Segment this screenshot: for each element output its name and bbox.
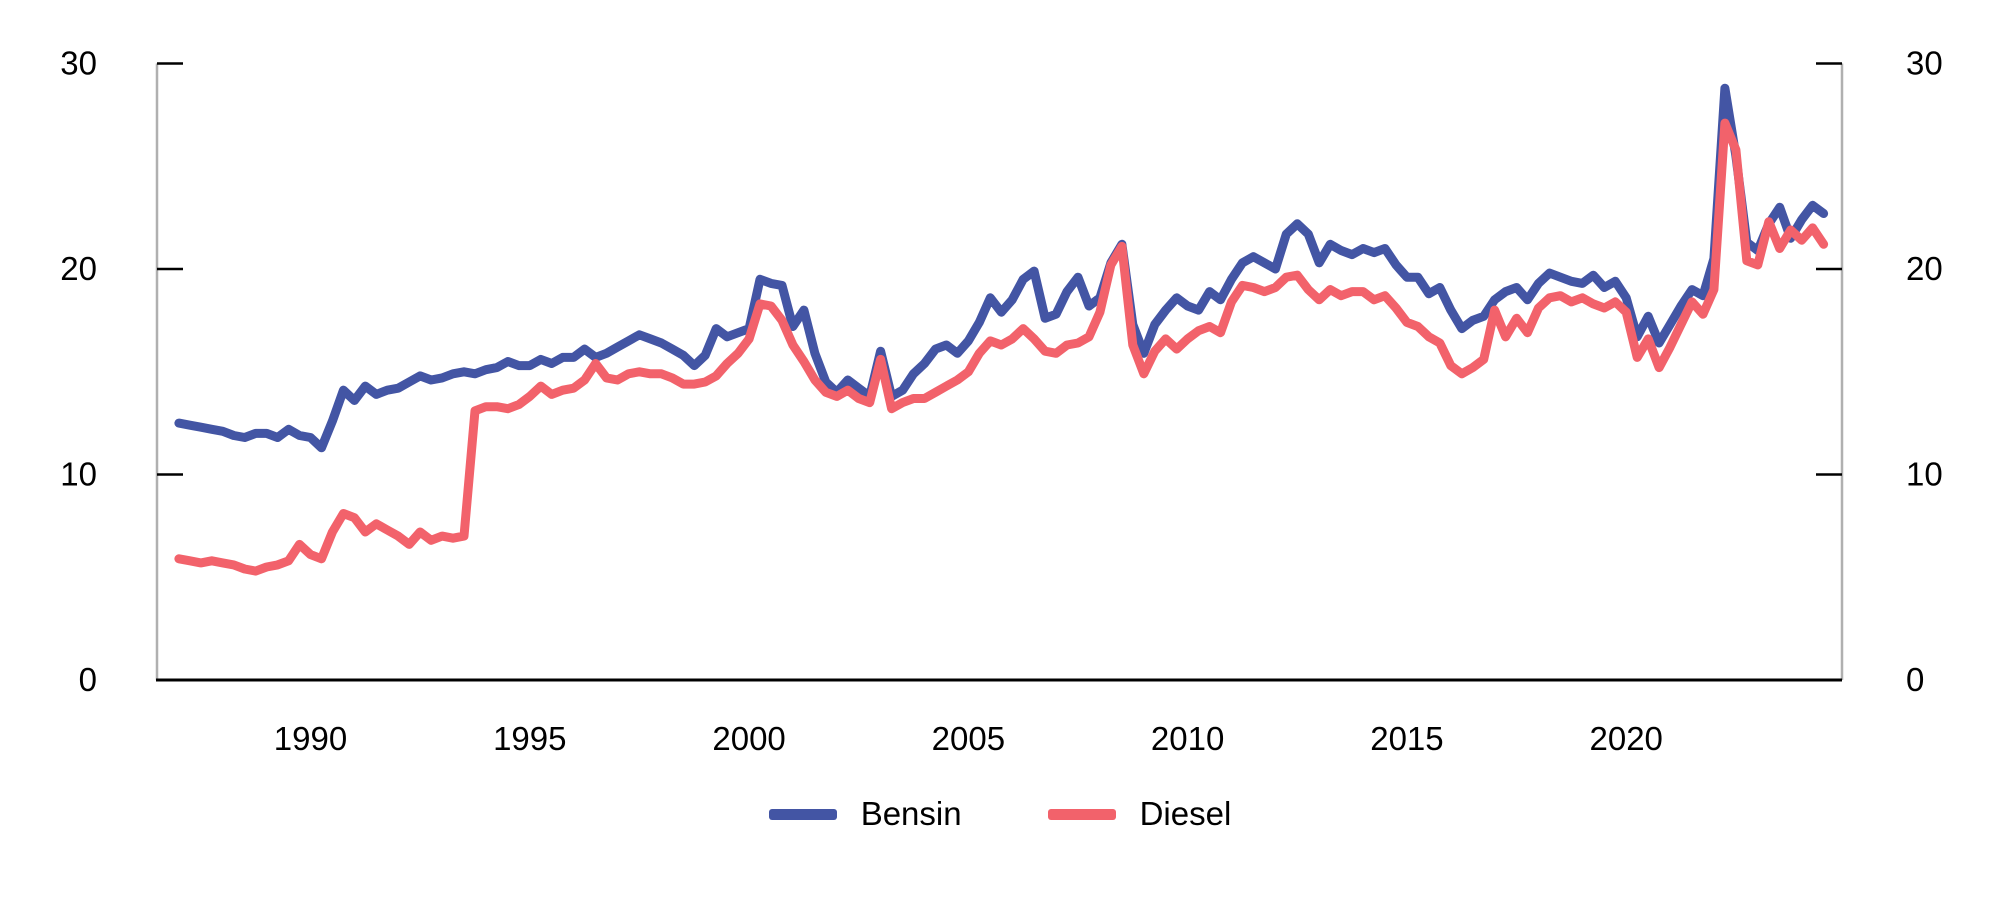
y-tick-label-right-30: 30 bbox=[1906, 45, 1943, 82]
x-tick-label-1995: 1995 bbox=[493, 720, 566, 757]
legend-label-bensin: Bensin bbox=[860, 795, 962, 832]
y-tick-label-right-20: 20 bbox=[1906, 250, 1943, 287]
x-tick-label-1990: 1990 bbox=[274, 720, 347, 757]
legend-item-bensin: Bensin bbox=[768, 795, 962, 833]
y-tick-label-right-10: 10 bbox=[1906, 456, 1943, 493]
axis-ticks bbox=[157, 62, 1842, 682]
x-tick-label-2005: 2005 bbox=[932, 720, 1005, 757]
y-tick-label-left-20: 20 bbox=[60, 250, 97, 287]
diesel-line bbox=[174, 118, 1829, 576]
y-tick-label-left-0: 0 bbox=[79, 661, 97, 698]
bensin-line bbox=[174, 83, 1829, 453]
y-tick-label-right-0: 0 bbox=[1906, 661, 1924, 698]
legend: Bensin Diesel bbox=[0, 795, 2000, 833]
x-tick-label-2015: 2015 bbox=[1370, 720, 1443, 757]
legend-label-diesel: Diesel bbox=[1139, 795, 1232, 832]
x-tick-label-2000: 2000 bbox=[712, 720, 785, 757]
x-tick-label-2010: 2010 bbox=[1151, 720, 1224, 757]
bensin-line-swatch bbox=[768, 808, 837, 820]
diesel-line-swatch bbox=[1047, 808, 1116, 820]
series-lines bbox=[174, 83, 1829, 576]
y-tick-label-left-30: 30 bbox=[60, 45, 97, 82]
y-tick-label-left-10: 10 bbox=[60, 456, 97, 493]
x-tick-label-2020: 2020 bbox=[1590, 720, 1663, 757]
legend-item-diesel: Diesel bbox=[1047, 795, 1232, 833]
axes bbox=[155, 63, 1844, 682]
